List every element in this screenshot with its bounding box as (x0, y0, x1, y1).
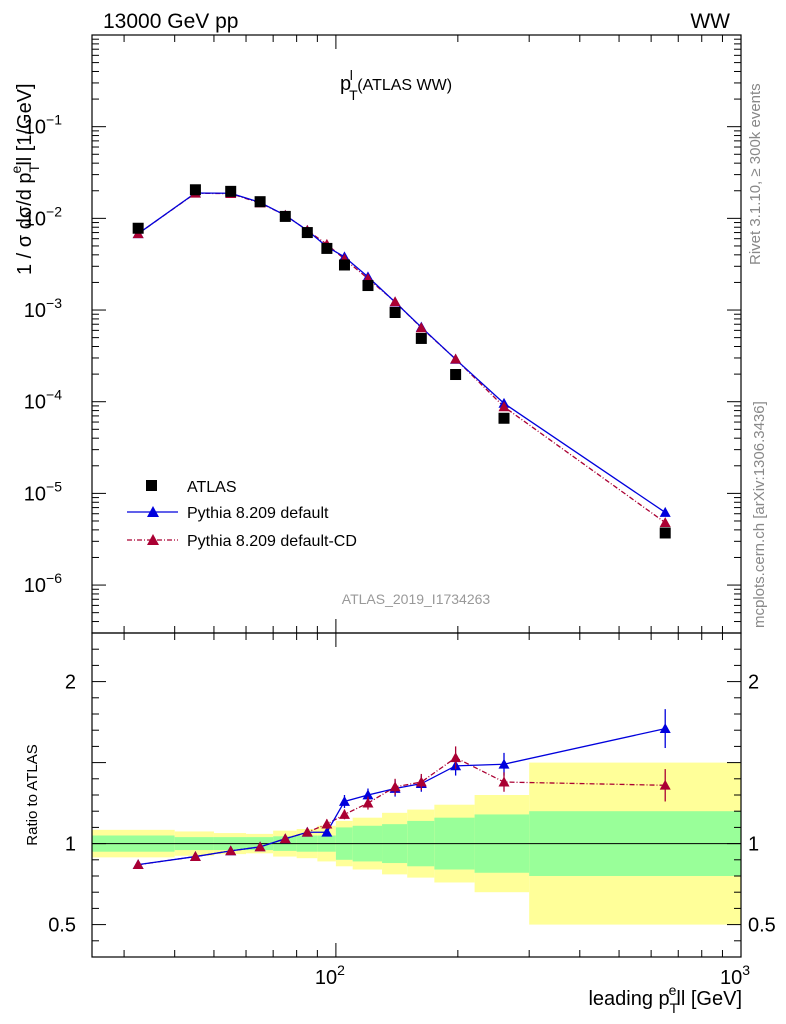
ratio-y-tick-label: 2 (65, 672, 76, 694)
ratio-pythia-cd-point (225, 845, 237, 856)
x-label-pre: leading p (588, 988, 669, 1010)
analysis-label: ATLAS_2019_I1734263 (342, 591, 491, 607)
series-pythia-default-point (659, 506, 671, 517)
ratio-pythia-default-line (138, 727, 666, 866)
legend-atlas-label: ATLAS (187, 479, 237, 496)
x-tick-label-exp: 3 (742, 962, 750, 978)
x-tick-label-exp: 2 (337, 962, 345, 978)
series-pythia-default-line (137, 192, 666, 513)
series-atlas-point (338, 259, 350, 271)
ratio-pythia-cd-point (389, 781, 401, 792)
ratio-pythia-cd-line (138, 756, 666, 866)
series-pythia-cd-line (137, 192, 666, 524)
series-atlas-point (450, 369, 462, 381)
main-panel-content (132, 184, 671, 539)
y-label-pre: 1 / σ dσ/d p (14, 172, 36, 275)
y-tick-label: 10−2 (24, 203, 62, 230)
ratio-pythia-default-point (338, 795, 350, 806)
series-pythia-cd-point (659, 517, 671, 528)
series-atlas-point (389, 306, 401, 318)
ratio-y-tick-label-right: 1 (748, 834, 759, 856)
y-tick-label: 10−1 (24, 112, 62, 139)
x-axis-label: leading pTell [GeV] (588, 982, 742, 1016)
y-tick-label-exp: −5 (46, 478, 62, 494)
y-tick-label-exp: −6 (46, 570, 62, 586)
y-tick-label-exp: −1 (46, 112, 62, 128)
plot-title-rest: (ATLAS WW) (353, 77, 452, 94)
series-atlas-point (321, 242, 333, 254)
y-tick-label-exp: −3 (46, 295, 62, 311)
x-tick-label: 102 (315, 962, 345, 989)
y-tick-label-exp: −2 (46, 203, 62, 219)
ratio-pythia-cd-point (362, 797, 374, 808)
legend-pythia-cd-label: Pythia 8.209 default-CD (187, 533, 357, 550)
y-tick-label: 10−4 (24, 387, 62, 414)
ratio-pythia-default-point (321, 826, 333, 837)
plot-title-sub: T (349, 87, 358, 103)
ratio-pythia-cd-point (498, 776, 510, 787)
header-left: 13000 GeV pp (103, 10, 238, 33)
ratio-pythia-cd-point (450, 752, 462, 763)
y-tick-label: 10−6 (24, 570, 62, 597)
ratio-pythia-default-point (659, 723, 671, 733)
axes: 102 103 10−6 10−5 10−4 10−3 10−2 10−1 0.5 0.5 1 1 2 2 (24, 34, 776, 989)
legend-pythia-default-label: Pythia 8.209 default (187, 505, 329, 522)
y-tick-label-exp: −4 (46, 387, 62, 403)
legend-pythia-default-marker (147, 506, 159, 517)
mcplots-label: mcplots.cern.ch [arXiv:1306.3436] (751, 401, 768, 628)
series-atlas-point (362, 280, 374, 292)
ratio-panel-content (92, 709, 741, 870)
x-tick-label: 103 (720, 962, 750, 989)
ratio-pythia-default-point (498, 758, 510, 769)
ratio-pythia-cd-point (279, 833, 291, 844)
rivet-label: Rivet 3.1.10, ≥ 300k events (747, 83, 764, 265)
ratio-pythia-cd-point (301, 826, 313, 837)
series-pythia-cd-point (498, 401, 510, 412)
ratio-pythia-cd-point (415, 776, 427, 787)
y-label-post: ll [1/GeV] (14, 83, 36, 165)
ratio-pythia-cd-point (132, 859, 144, 870)
x-label-post: ll [GeV] (676, 988, 742, 1010)
ratio-pythia-cd-point (338, 808, 350, 819)
series-pythia-cd-point (415, 322, 427, 333)
series-atlas-point (279, 210, 291, 222)
ratio-y-tick-label: 1 (65, 834, 76, 856)
series-atlas-point (301, 227, 313, 239)
y-label-sub: T (26, 163, 42, 172)
header-right: WW (690, 10, 730, 33)
y-tick-label: 10−5 (24, 478, 62, 505)
series-atlas-point (254, 196, 266, 208)
legend: ATLAS Pythia 8.209 default Pythia 8.209 … (127, 479, 357, 550)
y-axis-label-main: 1 / σ dσ/d pTell [1/GeV] (8, 83, 42, 275)
legend-pythia-cd-marker (147, 534, 159, 545)
ratio-y-tick-label-right: 2 (748, 672, 759, 694)
ratio-pythia-cd-point (254, 841, 266, 852)
ratio-pythia-default-point (362, 789, 374, 800)
ratio-y-tick-label-right: 0.5 (748, 915, 776, 937)
y-axis-label-ratio: Ratio to ATLAS (24, 744, 41, 845)
series-atlas-point (189, 184, 201, 196)
plot-title-main: p (340, 73, 351, 95)
series-atlas-point (132, 222, 144, 234)
x-label-sub: T (670, 1000, 679, 1016)
ratio-y-tick-label: 0.5 (48, 915, 76, 937)
ratio-pythia-cd-point (321, 818, 333, 829)
ratio-pythia-cd-point (659, 779, 671, 790)
legend-atlas-marker (146, 480, 157, 491)
y-label-sup: e (8, 165, 24, 173)
ratio-pythia-cd-point (189, 851, 201, 861)
series-atlas-point (225, 185, 237, 197)
series-pythia-cd-point (450, 353, 462, 364)
plot-title-sup: l (350, 67, 353, 83)
plot-title: pTl (ATLAS WW) (340, 67, 452, 103)
series-atlas-point (498, 412, 510, 424)
x-label-sup: e (669, 982, 677, 998)
series-atlas-point (415, 332, 427, 344)
series-atlas-point (659, 527, 671, 539)
y-tick-label: 10−3 (24, 295, 62, 322)
series-pythia-cd-point (389, 296, 401, 307)
